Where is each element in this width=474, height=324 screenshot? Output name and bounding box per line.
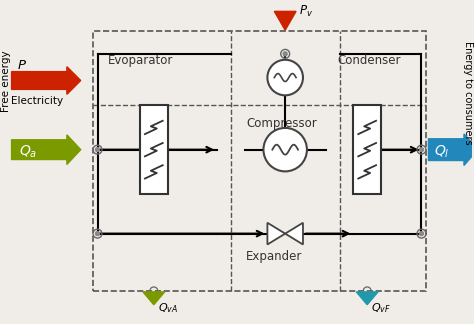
Text: $P$: $P$: [18, 59, 27, 72]
Circle shape: [283, 52, 287, 56]
Text: $Q_{vA}$: $Q_{vA}$: [158, 302, 178, 316]
Text: Evoparator: Evoparator: [108, 54, 173, 67]
Polygon shape: [267, 223, 285, 245]
Circle shape: [419, 148, 423, 152]
Polygon shape: [274, 11, 296, 30]
Text: Compressor: Compressor: [246, 117, 318, 130]
Circle shape: [267, 60, 303, 95]
Polygon shape: [356, 292, 378, 305]
Bar: [353, 105, 381, 194]
FancyArrow shape: [11, 67, 81, 94]
Bar: [140, 105, 168, 194]
Text: Expander: Expander: [246, 250, 302, 263]
FancyArrow shape: [11, 135, 81, 165]
Text: $P_v$: $P_v$: [299, 4, 313, 19]
Circle shape: [96, 232, 100, 236]
Text: Electricity: Electricity: [10, 96, 63, 106]
Text: Free energy: Free energy: [0, 51, 10, 112]
Polygon shape: [143, 292, 164, 305]
Bar: [92, 31, 427, 291]
Text: Energy to consumers: Energy to consumers: [463, 41, 473, 145]
Text: $Q_l$: $Q_l$: [434, 144, 450, 160]
Circle shape: [264, 128, 307, 171]
Circle shape: [419, 232, 423, 236]
Polygon shape: [285, 223, 303, 245]
Text: $Q_{vF}$: $Q_{vF}$: [371, 302, 391, 316]
FancyArrow shape: [428, 134, 474, 166]
Text: $Q_a$: $Q_a$: [19, 144, 38, 160]
Text: Condenser: Condenser: [337, 54, 401, 67]
Circle shape: [96, 148, 100, 152]
